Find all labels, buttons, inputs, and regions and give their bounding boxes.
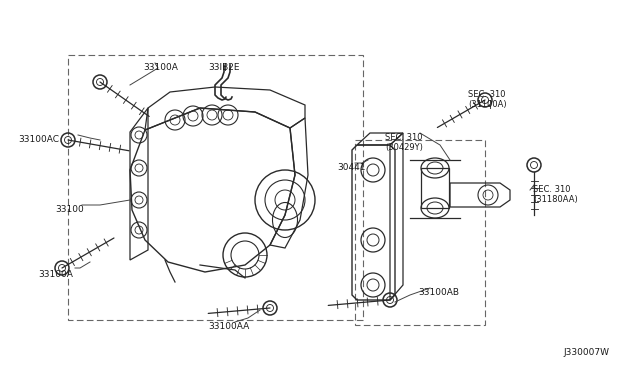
Text: (31100A): (31100A) [468,100,507,109]
Text: 30441: 30441 [337,163,365,172]
Text: 33100A: 33100A [38,270,73,279]
Text: (31180AA): (31180AA) [533,195,578,204]
Bar [421,168,449,208]
Text: SEC. 310: SEC. 310 [468,90,506,99]
Text: 33100A: 33100A [143,63,178,72]
Bar [355,140,485,325]
Text: SEC. 310: SEC. 310 [533,185,570,194]
Text: 33100: 33100 [55,205,84,214]
Bar [68,55,363,320]
Text: 33100AB: 33100AB [418,288,459,297]
Text: 33100AC: 33100AC [18,135,59,144]
Text: (30429Y): (30429Y) [385,143,423,152]
Text: J330007W: J330007W [563,348,609,357]
Text: 33IB2E: 33IB2E [208,63,239,72]
Text: SEC. 310: SEC. 310 [385,133,422,142]
Text: 33100AA: 33100AA [208,322,249,331]
